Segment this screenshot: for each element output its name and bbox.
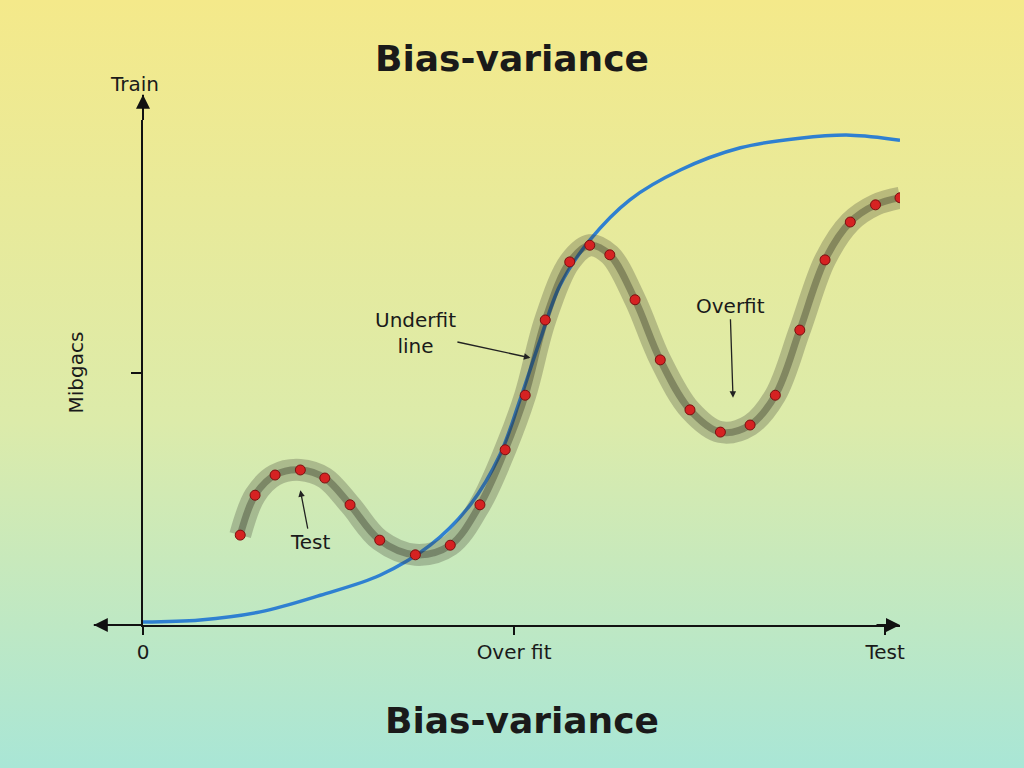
svg-text:Mibgacs: Mibgacs <box>64 332 88 414</box>
svg-text:Over fit: Over fit <box>477 640 552 664</box>
svg-text:Overfit: Overfit <box>696 294 765 318</box>
svg-text:0: 0 <box>137 640 150 664</box>
svg-text:Bias-variance: Bias-variance <box>375 38 649 79</box>
svg-text:Test: Test <box>864 640 905 664</box>
svg-text:Underfitline: Underfitline <box>375 308 456 358</box>
svg-text:Train: Train <box>110 72 159 96</box>
svg-text:Test: Test <box>290 530 331 554</box>
svg-text:Bias-variance: Bias-variance <box>385 700 659 741</box>
